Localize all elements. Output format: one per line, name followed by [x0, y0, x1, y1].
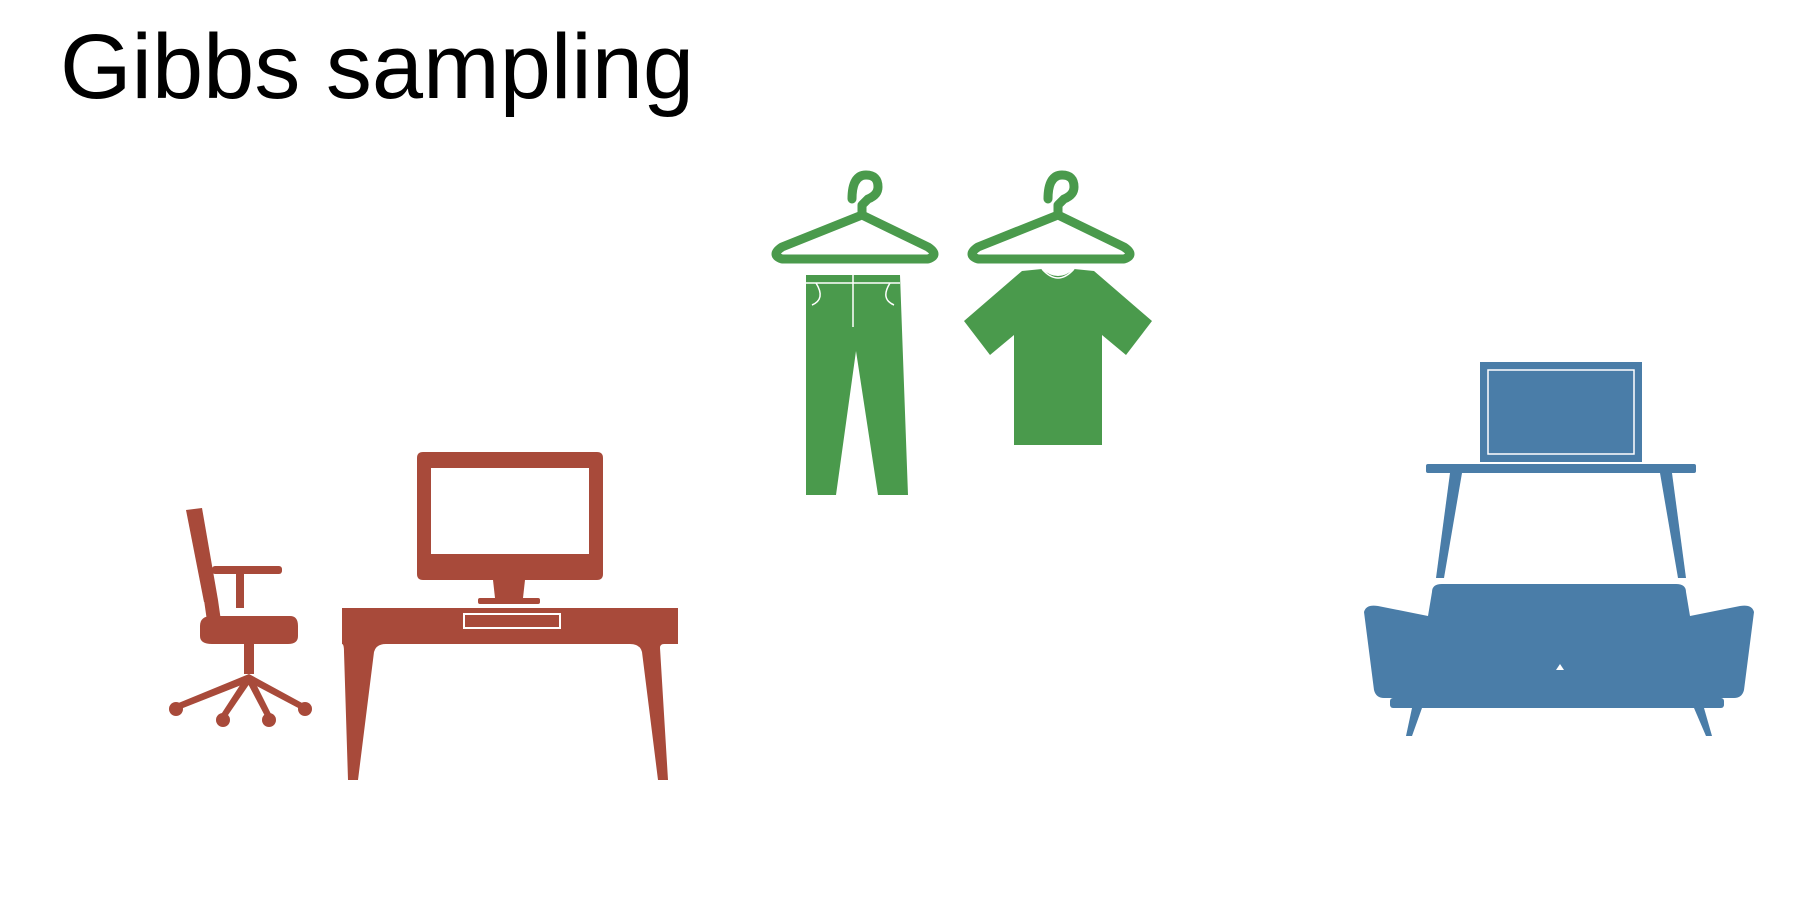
office-chair-icon	[169, 508, 312, 727]
slide-title: Gibbs sampling	[60, 16, 695, 118]
sofa-icon	[1364, 584, 1754, 736]
office-group	[160, 450, 700, 790]
t-shirt-icon	[964, 268, 1152, 445]
living-room-scene	[1364, 362, 1754, 736]
coffee-table-icon	[1426, 464, 1696, 578]
living-room-group	[1350, 360, 1770, 740]
desk-icon	[342, 608, 678, 780]
clothing-scene	[771, 170, 1152, 495]
pants-icon	[806, 275, 908, 495]
clothing-group	[760, 165, 1170, 505]
clothes-hanger-icon	[771, 170, 939, 264]
computer-monitor-icon	[417, 452, 603, 604]
office-scene	[169, 452, 678, 780]
television-icon	[1480, 362, 1642, 462]
clothes-hanger-icon	[967, 170, 1135, 264]
